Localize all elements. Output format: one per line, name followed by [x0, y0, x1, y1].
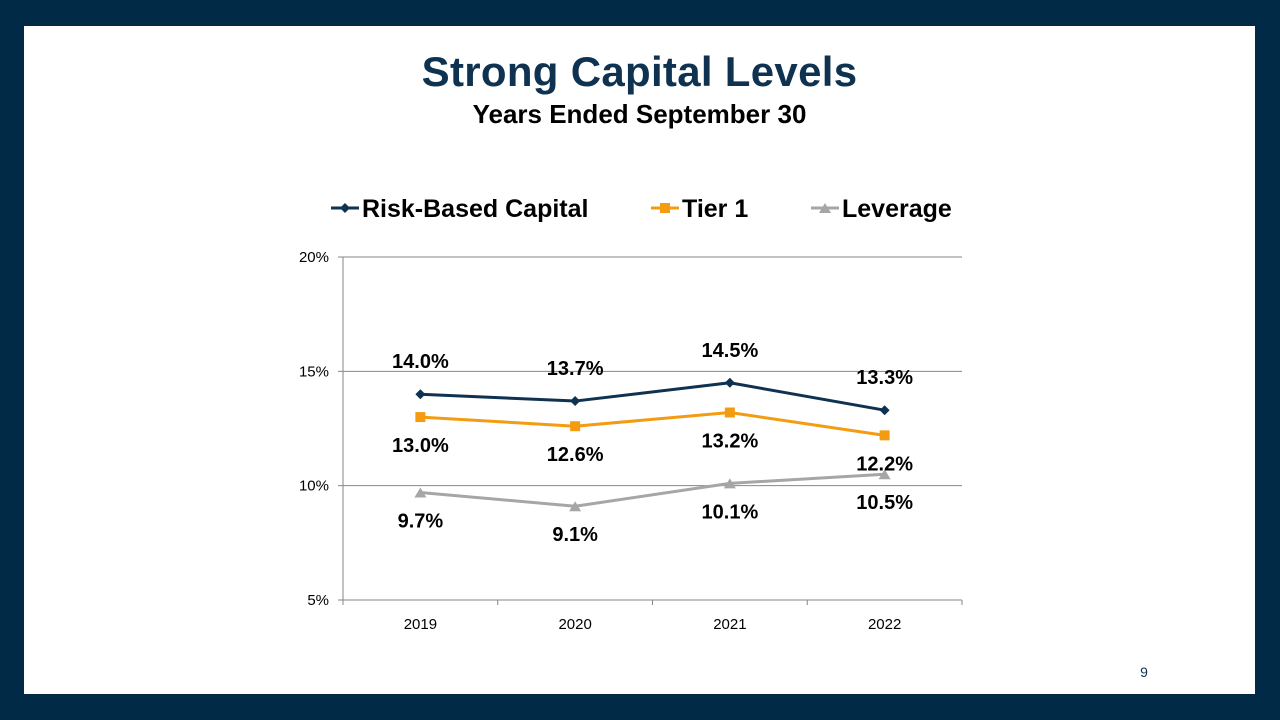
data-label-tier-1: 12.6% [547, 444, 604, 466]
data-point-risk-based-capital [415, 389, 426, 400]
data-point-leverage [723, 478, 736, 489]
data-point-risk-based-capital [724, 377, 735, 388]
x-tick-label: 2022 [868, 616, 901, 633]
data-label-risk-based-capital: 13.3% [856, 367, 913, 389]
slide: Strong Capital Levels Years Ended Septem… [24, 26, 1255, 694]
slide-subtitle: Years Ended September 30 [472, 99, 807, 129]
legend-marker-tier-1 [660, 203, 670, 213]
page-number: 9 [1140, 664, 1148, 680]
legend-marker-leverage [819, 203, 831, 213]
data-label-tier-1: 13.2% [702, 430, 759, 452]
data-label-leverage: 9.1% [552, 524, 598, 546]
data-point-leverage [414, 487, 427, 498]
series-line-risk-based-capital [420, 381, 885, 412]
data-point-tier-1 [724, 407, 735, 418]
data-label-risk-based-capital: 14.5% [702, 340, 759, 362]
legend-label-tier-1: Tier 1 [682, 195, 748, 223]
x-tick-label: 2019 [404, 616, 437, 633]
data-label-risk-based-capital: 14.0% [392, 351, 449, 373]
x-tick-label: 2021 [713, 616, 746, 633]
y-tick-label: 20% [299, 249, 329, 266]
data-label-tier-1: 12.2% [856, 453, 913, 475]
y-tick-label: 15% [299, 363, 329, 380]
chart-gridlines [343, 256, 962, 487]
y-tick-label: 10% [299, 478, 329, 495]
data-label-leverage: 9.7% [398, 511, 444, 533]
data-point-leverage [878, 469, 891, 480]
x-tick-label: 2020 [558, 616, 591, 633]
chart-series [414, 377, 891, 512]
data-point-tier-1 [570, 421, 581, 432]
data-label-leverage: 10.5% [856, 492, 913, 514]
legend-label-risk-based-capital: Risk-Based Capital [362, 195, 588, 223]
data-label-tier-1: 13.0% [392, 435, 449, 457]
chart-legend: Risk-Based Capital Tier 1 Leverage [331, 195, 952, 223]
data-point-tier-1 [415, 412, 426, 423]
chart-data-labels: 14.0% 13.7% 14.5% 13.3% 13.0% 12.6% 13.2% 12.2%… [392, 340, 913, 546]
legend-marker-risk-based-capital [340, 203, 350, 213]
data-label-leverage: 10.1% [702, 501, 759, 523]
capital-levels-chart: Risk-Based Capital Tier 1 Leverage 5% 10% 15… [299, 195, 963, 633]
series-line-leverage [420, 472, 885, 508]
chart-axes: 5% 10% 15% 20% 2019 2020 2021 2022 [299, 249, 963, 633]
data-point-risk-based-capital [570, 396, 581, 407]
data-point-leverage [569, 501, 582, 512]
data-label-risk-based-capital: 13.7% [547, 358, 604, 380]
series-line-tier-1 [420, 410, 885, 437]
data-point-risk-based-capital [879, 405, 890, 416]
y-tick-label: 5% [307, 592, 329, 609]
slide-title: Strong Capital Levels [421, 48, 858, 95]
legend-label-leverage: Leverage [842, 195, 952, 223]
data-point-tier-1 [879, 430, 890, 441]
